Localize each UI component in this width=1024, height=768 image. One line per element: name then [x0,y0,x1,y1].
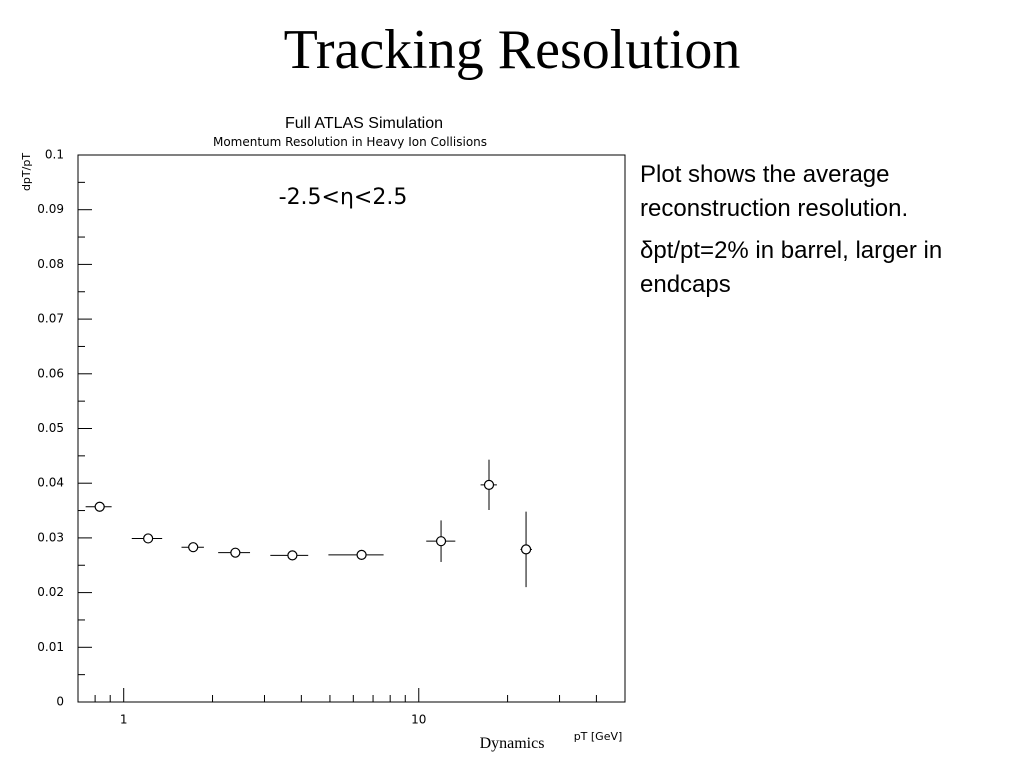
y-tick-label: 0.02 [37,585,64,599]
data-point [94,501,105,512]
data-point [188,542,199,553]
y-tick-label: 0.03 [37,530,64,544]
y-tick-label: 0.07 [37,312,64,326]
data-point [230,547,241,558]
y-tick-label: 0 [56,695,64,709]
bullet: Plot shows the average reconstruction re… [640,161,909,222]
y-tick-label: 0.09 [37,202,64,216]
slide-title: Tracking Resolution [284,19,741,81]
chart-title: Full ATLAS Simulation [285,115,443,132]
y-tick-label: 0.1 [45,148,64,162]
data-point [356,549,367,560]
y-tick-label: 0.01 [37,640,64,654]
y-tick-label: 0.08 [37,257,64,271]
data-point [287,550,298,561]
plot-frame [77,154,626,703]
data-point [483,479,495,490]
y-axis-label: dpT/pT [20,153,33,191]
text-box: Plot shows the average reconstruction re… [640,161,943,298]
footer: Dynamics [480,735,545,752]
x-tick-label: 1 [120,713,128,727]
annotation: -2.5<η<2.5 [279,185,408,210]
x-tick-label: 10 [411,713,426,727]
bullet: δpt/pt=2% in barrel, larger in endcaps [640,237,943,298]
data-point [143,533,154,544]
data-point [520,544,532,555]
y-tick-label: 0.06 [37,366,64,380]
y-tick-label: 0.05 [37,421,64,435]
chart-subtitle: Momentum Resolution in Heavy Ion Collisi… [213,135,487,149]
data-point [435,536,447,547]
x-axis-label: pT [GeV] [574,730,623,743]
y-tick-label: 0.04 [37,476,64,490]
